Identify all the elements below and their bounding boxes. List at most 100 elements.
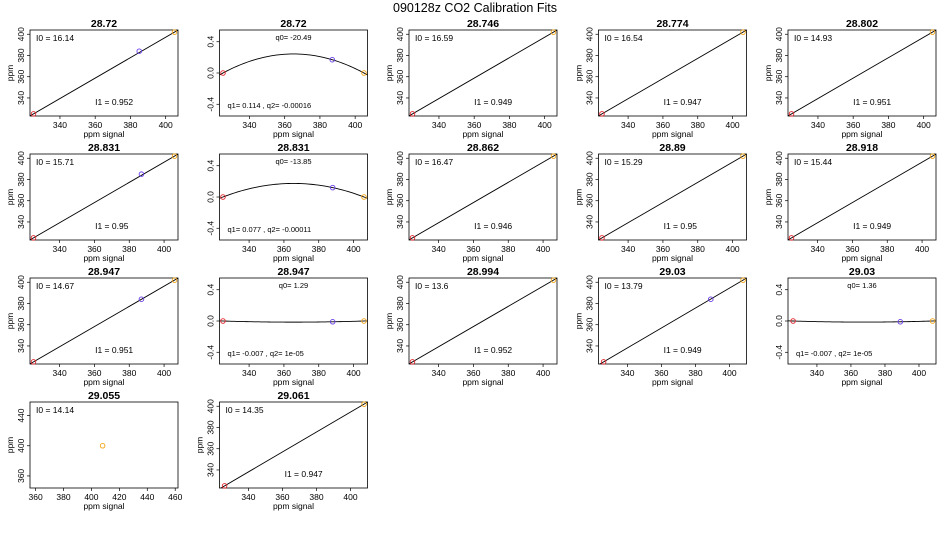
y-axis-label: ppm — [384, 189, 394, 206]
fit-line — [598, 30, 747, 116]
x-tick-label: 400 — [84, 492, 98, 502]
data-point — [929, 318, 936, 324]
y-axis-label: ppm — [384, 313, 394, 330]
data-point — [221, 483, 228, 489]
x-tick-label: 340 — [811, 120, 825, 130]
data-point — [138, 171, 145, 177]
data-point — [329, 319, 336, 325]
x-axis-label: ppm signal — [652, 129, 693, 139]
data-point — [30, 235, 37, 241]
fit-annotation-top: I0 = 15.44 — [794, 157, 832, 167]
panel-frame — [787, 153, 937, 241]
x-tick-label: 400 — [912, 368, 926, 378]
x-tick-label: 380 — [312, 244, 326, 254]
x-tick-label: 440 — [140, 492, 154, 502]
data-point — [788, 111, 795, 117]
x-tick-label: 360 — [466, 244, 480, 254]
fit-annotation-bottom: q1= -0.007 , q2= 1e-05 — [796, 349, 872, 358]
calibration-panel: 29.03 340 360 380 400 340 360 380 400 ppm signal p… — [574, 266, 747, 387]
data-point — [740, 153, 746, 159]
y-tick-label: 400 — [206, 399, 216, 413]
x-tick-label: 340 — [810, 368, 824, 378]
x-axis-label: ppm signal — [841, 129, 882, 139]
x-tick-label: 420 — [112, 492, 126, 502]
data-point — [361, 70, 367, 76]
fit-annotation-bottom: q1= 0.114 , q2= -0.00016 — [228, 101, 312, 110]
y-tick-label: 380 — [774, 48, 784, 62]
panel-title: 28.774 — [656, 18, 688, 30]
y-tick-label: 340 — [16, 339, 26, 353]
x-tick-label: 380 — [881, 120, 895, 130]
y-tick-label: 400 — [395, 27, 405, 41]
fit-annotation-top: I0 = 16.54 — [605, 33, 643, 43]
panel-frame — [29, 277, 179, 365]
y-tick-label: 340 — [774, 215, 784, 229]
x-axis-label: ppm signal — [83, 501, 124, 511]
data-point — [99, 443, 106, 449]
calibration-panel: 28.918 340 360 380 400 340 360 380 400 ppm signal… — [763, 142, 937, 263]
x-tick-label: 380 — [688, 368, 702, 378]
y-axis-label: ppm — [5, 437, 15, 454]
y-axis-label: ppm — [384, 65, 394, 82]
figure-title: 090128z CO2 Calibration Fits — [393, 1, 557, 15]
y-axis-label: ppm — [5, 189, 15, 206]
y-tick-label: 380 — [395, 48, 405, 62]
data-point — [329, 56, 336, 63]
fit-curve — [788, 320, 936, 323]
x-tick-label: 360 — [846, 120, 860, 130]
x-axis-label: ppm signal — [83, 253, 124, 263]
x-tick-label: 380 — [56, 492, 70, 502]
calibration-panel: 28.994 340 360 380 400 340 360 380 400 ppm signal… — [384, 266, 558, 387]
x-tick-label: 360 — [87, 244, 101, 254]
x-tick-label: 400 — [157, 368, 171, 378]
y-tick-label: -0.4 — [206, 345, 216, 360]
x-tick-label: 400 — [917, 120, 931, 130]
y-tick-label: 360 — [16, 317, 26, 331]
data-point — [740, 29, 746, 35]
panel-title: 28.746 — [467, 18, 499, 30]
x-tick-label: 360 — [654, 368, 668, 378]
panel-title: 28.862 — [467, 142, 499, 154]
y-tick-label: 400 — [774, 27, 784, 41]
x-tick-label: 400 — [725, 244, 739, 254]
x-axis-label: ppm signal — [652, 377, 693, 387]
fit-curve — [219, 53, 368, 76]
calibration-panel: 28.774 340 360 380 400 340 360 380 400 ppm signal… — [574, 18, 747, 139]
x-tick-label: 400 — [722, 368, 736, 378]
data-point — [361, 318, 367, 324]
data-point — [409, 235, 416, 241]
data-point — [30, 111, 37, 117]
fit-annotation-top: I0 = 13.79 — [605, 281, 643, 291]
x-tick-label: 380 — [502, 120, 516, 130]
data-point — [138, 296, 145, 302]
data-point — [599, 235, 605, 241]
panel-frame — [29, 153, 179, 241]
fit-annotation-top: I0 = 16.59 — [415, 33, 453, 43]
y-tick-label: 340 — [16, 215, 26, 229]
x-tick-label: 380 — [501, 368, 515, 378]
fit-annotation-top: I0 = 14.67 — [36, 281, 74, 291]
data-point — [171, 153, 178, 159]
x-tick-label: 360 — [656, 120, 670, 130]
panel-title: 29.055 — [88, 390, 120, 402]
panel-frame — [787, 29, 937, 117]
fit-annotation-bottom: I1 = 0.947 — [285, 469, 323, 479]
x-tick-label: 400 — [538, 120, 552, 130]
x-tick-label: 400 — [915, 244, 929, 254]
y-tick-label: 400 — [585, 151, 595, 165]
fit-annotation-top: I0 = 14.14 — [36, 405, 74, 415]
x-tick-label: 380 — [878, 368, 892, 378]
panel-title: 29.03 — [659, 266, 685, 278]
y-tick-label: 340 — [585, 339, 595, 353]
panel-title: 28.831 — [277, 142, 309, 154]
calibration-panel: 29.03 340 360 380 400 -0.4 0.0 0.4 ppm signal q0=… — [774, 266, 937, 387]
panel-title: 28.72 — [280, 18, 306, 30]
x-tick-label: 340 — [811, 244, 825, 254]
calibration-panel: 28.72 340 360 380 400 -0.4 0.0 0.4 ppm signal q0=… — [206, 18, 368, 139]
x-tick-label: 380 — [122, 244, 136, 254]
y-tick-label: 400 — [585, 27, 595, 41]
x-axis-label: ppm signal — [462, 253, 503, 263]
y-axis-label: ppm — [5, 65, 15, 82]
fit-annotation-top: I0 = 14.93 — [794, 33, 832, 43]
panel-title: 28.89 — [659, 142, 685, 154]
